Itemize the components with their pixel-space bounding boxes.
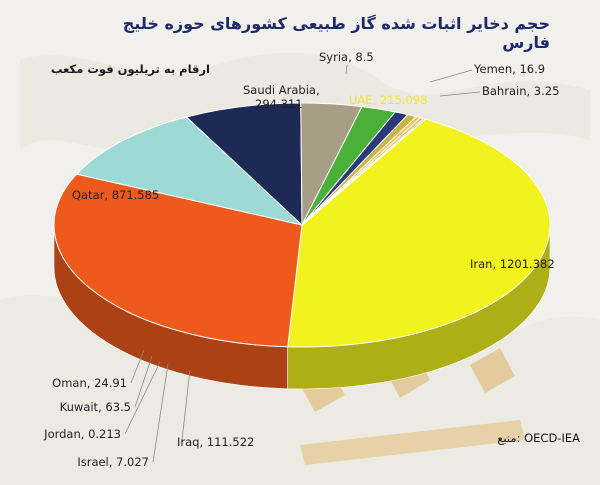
slice-label-kuwait: Kuwait, 63.5 [60, 400, 131, 414]
source-value: OECD-IEA [524, 431, 580, 445]
slice-label-oman: Oman, 24.91 [52, 376, 127, 390]
slice-qatar [53, 173, 303, 348]
slice-label-israel: Israel, 7.027 [77, 455, 149, 469]
slice-iran [287, 118, 551, 348]
slice-label-bahrain: Bahrain, 3.25 [482, 84, 559, 98]
source-note: منبع: OECD-IEA [440, 431, 580, 445]
chart-title: حجم دخایر اثبات شده گاز طبیعی کشورهای حو… [122, 14, 550, 52]
leader-line-kuwait [134, 355, 153, 408]
leader-line-jordan [124, 361, 161, 435]
leader-line-syria [345, 64, 348, 75]
leader-line-bahrain [439, 91, 481, 97]
slice-uae [185, 102, 303, 227]
slice-label-iran: Iran, 1201.382 [470, 257, 555, 271]
slice-label-uae: UAE, 215.098 [349, 93, 427, 107]
leader-lines [124, 64, 481, 463]
chart-subtitle: ارقام به تریلیون فوت مکعب [50, 62, 210, 76]
slice-label-iraq: Iraq, 111.522 [177, 435, 254, 449]
leader-line-israel [152, 363, 169, 463]
leader-line-yemen [429, 69, 473, 83]
slice-label-jordan: Jordan, 0.213 [43, 427, 121, 441]
source-label: منبع: [497, 431, 521, 445]
slice-label-saudi-arabia: Saudi Arabia, 294.311 [243, 83, 320, 111]
slice-label-syria: Syria, 8.5 [319, 50, 374, 64]
slice-jordan [301, 118, 427, 226]
leader-line-oman [130, 349, 145, 384]
slice-labels: Iran, 1201.382 Qatar, 871.585 Saudi Arabia… [43, 50, 559, 469]
pie-top [53, 102, 551, 348]
leader-line-iraq [181, 369, 191, 441]
slice-label-yemen: Yemen, 16.9 [473, 62, 545, 76]
slice-label-qatar: Qatar, 871.585 [72, 188, 159, 202]
slice-saudi-arabia [75, 116, 304, 226]
